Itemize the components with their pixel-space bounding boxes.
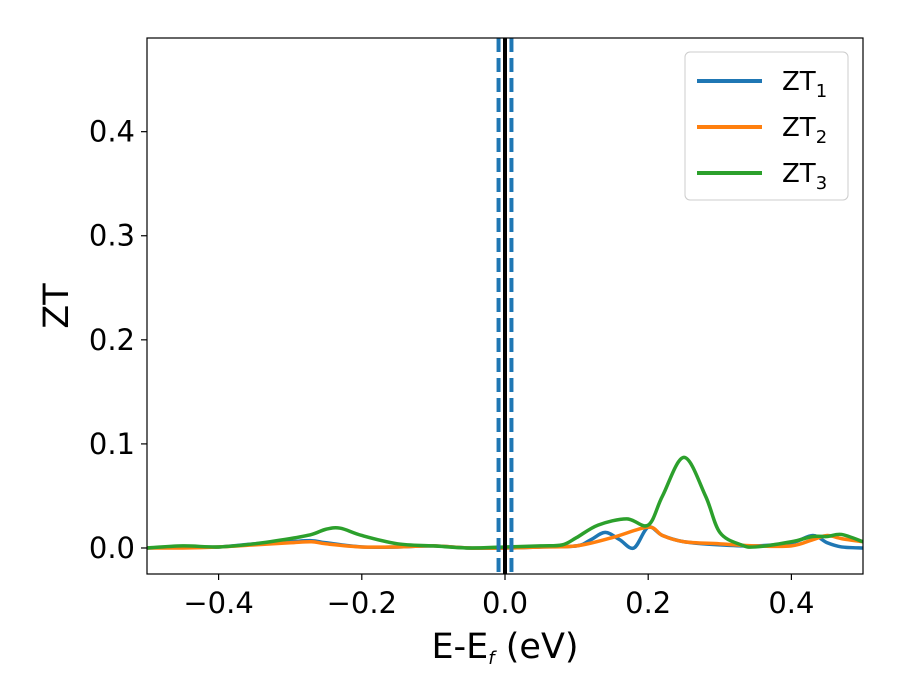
legend-entries: ZT1 ZT2 ZT3	[697, 67, 827, 194]
x-axis-ticks: −0.4 −0.2 0.0 0.2 0.4	[183, 574, 814, 620]
y-tick-label: 0.1	[89, 427, 135, 461]
y-axis-label: ZT	[37, 283, 77, 329]
series-layer	[147, 455, 863, 551]
y-tick-label: 0.0	[89, 531, 135, 565]
vertical-lines	[496, 38, 514, 574]
x-tick-label: 0.2	[625, 586, 671, 620]
legend-box	[684, 51, 849, 201]
x-tick-label: 0.4	[768, 586, 814, 620]
y-axis-ticks: 0.0 0.1 0.2 0.3 0.4	[89, 115, 147, 565]
x-tick-label: 0.0	[482, 586, 528, 620]
y-tick-label: 0.2	[89, 323, 135, 357]
legend-label-2: ZT2	[782, 113, 827, 148]
legend-label-3: ZT3	[782, 159, 827, 194]
legend: ZT1 ZT2 ZT3	[684, 51, 849, 201]
x-axis-label: E-Ef (eV)	[431, 627, 578, 669]
series-line-3	[147, 455, 863, 550]
y-tick-label: 0.4	[89, 115, 135, 149]
x-tick-label: −0.4	[183, 586, 253, 620]
legend-label-1: ZT1	[782, 67, 827, 102]
y-tick-label: 0.3	[89, 219, 135, 253]
x-tick-label: −0.2	[327, 586, 397, 620]
plot-area	[146, 37, 864, 575]
